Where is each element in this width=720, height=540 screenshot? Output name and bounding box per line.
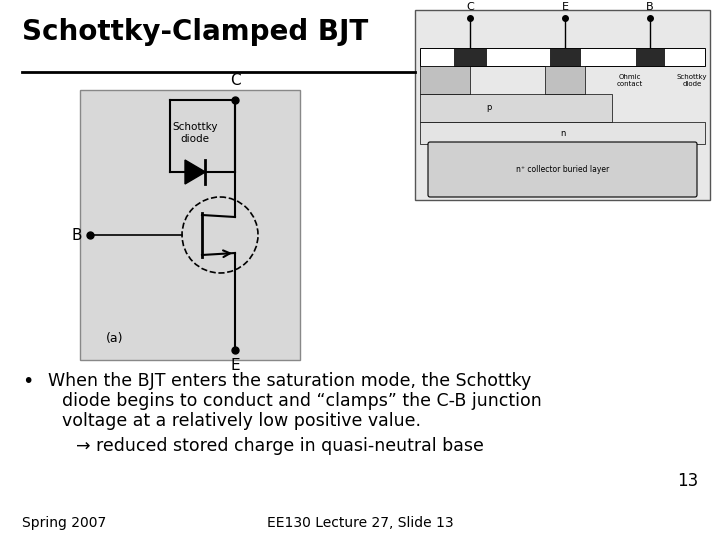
- Text: n⁺: n⁺: [560, 76, 570, 84]
- Text: E: E: [562, 2, 569, 12]
- Text: Schottky-Clamped BJT: Schottky-Clamped BJT: [22, 18, 368, 46]
- Text: Schottky
diode: Schottky diode: [172, 122, 217, 144]
- Text: Schottky
diode: Schottky diode: [677, 74, 707, 86]
- Text: diode begins to conduct and “clamps” the C-B junction: diode begins to conduct and “clamps” the…: [62, 392, 541, 410]
- Bar: [636, 48, 664, 66]
- Text: p: p: [486, 104, 492, 112]
- Bar: [420, 94, 612, 122]
- Polygon shape: [185, 160, 205, 184]
- Text: 13: 13: [677, 472, 698, 490]
- Bar: [454, 48, 486, 66]
- Text: C: C: [230, 73, 240, 88]
- Text: EE130 Lecture 27, Slide 13: EE130 Lecture 27, Slide 13: [266, 516, 454, 530]
- Text: Spring 2007: Spring 2007: [22, 516, 107, 530]
- Text: B: B: [646, 2, 654, 12]
- Text: SiO₂: SiO₂: [518, 52, 536, 62]
- Text: E: E: [230, 358, 240, 373]
- Text: n⁺ collector buried layer: n⁺ collector buried layer: [516, 165, 609, 174]
- Text: C: C: [466, 2, 474, 12]
- Text: B: B: [71, 227, 82, 242]
- Text: When the BJT enters the saturation mode, the Schottky: When the BJT enters the saturation mode,…: [48, 372, 531, 390]
- Bar: [415, 10, 710, 200]
- Bar: [545, 66, 585, 94]
- Text: voltage at a relatively low positive value.: voltage at a relatively low positive val…: [62, 412, 421, 430]
- Bar: [420, 122, 705, 144]
- Text: n: n: [560, 129, 565, 138]
- Bar: [420, 48, 705, 66]
- Bar: [80, 90, 300, 360]
- Text: (a): (a): [107, 332, 124, 345]
- Text: •: •: [22, 372, 33, 391]
- FancyBboxPatch shape: [428, 142, 697, 197]
- Bar: [550, 48, 580, 66]
- Text: Ohmic
contact: Ohmic contact: [617, 74, 643, 86]
- Text: n⁺: n⁺: [440, 76, 450, 84]
- Bar: [420, 66, 470, 94]
- Text: → reduced stored charge in quasi-neutral base: → reduced stored charge in quasi-neutral…: [76, 437, 484, 455]
